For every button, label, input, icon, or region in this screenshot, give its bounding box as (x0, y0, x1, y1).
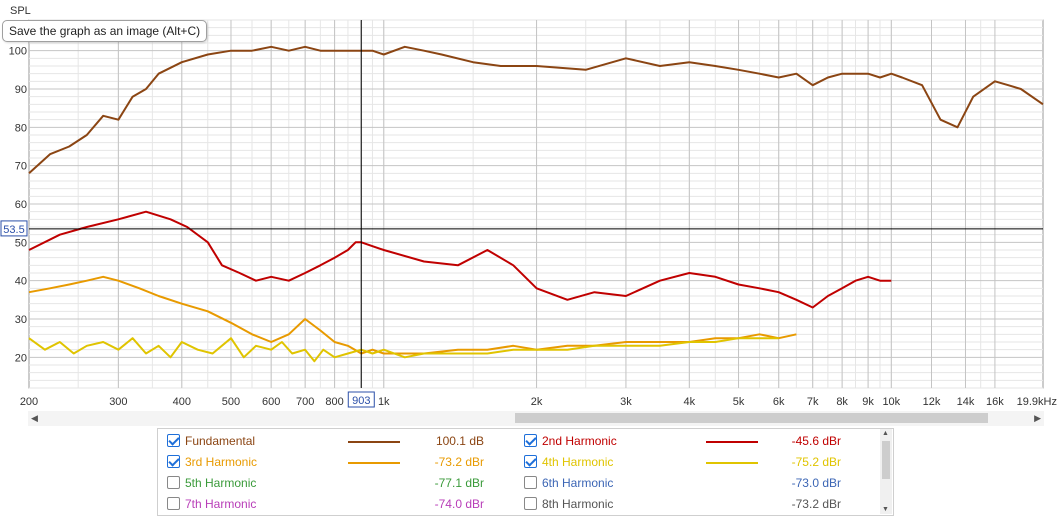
legend-swatch-fundamental (348, 441, 400, 443)
checkbox-8th-harmonic[interactable] (524, 497, 537, 510)
x-tick-label: 6k (773, 396, 785, 408)
scroll-down-arrow-icon[interactable]: ▼ (882, 506, 889, 513)
cursor-y-readout-box (0, 220, 28, 237)
legend-row: Fundamental 100.1 dB 2nd Harmonic -45.6 dBr (158, 431, 878, 452)
legend-swatch-2nd-harmonic (706, 441, 758, 443)
legend-value-8th-harmonic: -73.2 dBr (791, 497, 841, 511)
cursor-x-readout-box (347, 391, 375, 408)
cursor-x-readout: 903 (352, 395, 370, 407)
chart-axes: 20 30 40 50 60 70 80 90 100 200 300 400 500 600 700 800… (9, 5, 1057, 408)
x-tick-label: 8k (836, 396, 848, 408)
save-graph-tooltip: Save the graph as an image (Alt+C) (2, 20, 208, 42)
x-tick-label: 3k (620, 396, 632, 408)
checkbox-7th-harmonic[interactable] (167, 497, 180, 510)
x-tick-label: 9k (862, 396, 874, 408)
checkbox-4th-harmonic[interactable] (524, 455, 537, 468)
chart-grid (28, 19, 1044, 389)
legend-value-5th-harmonic: -77.1 dBr (434, 476, 484, 490)
legend-value-3rd-harmonic: -73.2 dBr (434, 455, 484, 469)
y-axis-title: SPL (10, 5, 31, 17)
x-tick-label: 800 (325, 396, 343, 408)
legend-vertical-scrollbar[interactable]: ▲ ▼ (880, 429, 892, 514)
horizontal-scroll-thumb[interactable] (515, 413, 988, 423)
series-line-fundamental (28, 45, 1044, 175)
x-tick-label: 19.9kHz (1017, 396, 1057, 408)
checkbox-3rd-harmonic[interactable] (167, 455, 180, 468)
spl-chart[interactable]: 20 30 40 50 60 70 80 90 100 200 300 400 500 600 700 800… (0, 0, 1057, 420)
legend-swatch-4th-harmonic (706, 462, 758, 464)
legend-value-2nd-harmonic: -45.6 dBr (791, 434, 841, 448)
legend-label-fundamental: Fundamental (185, 434, 256, 448)
legend-row: 7th Harmonic -74.0 dBr 8th Harmonic -73.2 d… (158, 494, 878, 515)
horizontal-scrollbar[interactable]: ◀ ▶ (28, 411, 1044, 426)
scroll-left-arrow-icon[interactable]: ◀ (31, 413, 38, 423)
legend-row: 3rd Harmonic -73.2 dBr 4th Harmonic -75.2 d… (158, 452, 878, 473)
checkbox-2nd-harmonic[interactable] (524, 434, 537, 447)
y-tick-label: 50 (15, 237, 27, 249)
y-tick-label: 80 (15, 122, 27, 134)
scroll-up-arrow-icon[interactable]: ▲ (882, 430, 889, 437)
legend-label-3rd-harmonic: 3rd Harmonic (185, 455, 258, 469)
legend-scroll-thumb[interactable] (882, 441, 890, 479)
cursor-y-readout: 53.5 (3, 224, 24, 236)
legend-swatch-3rd-harmonic (348, 462, 400, 464)
checkbox-5th-harmonic[interactable] (167, 476, 180, 489)
legend-label-2nd-harmonic: 2nd Harmonic (542, 434, 617, 448)
x-tick-label: 7k (807, 396, 819, 408)
legend-label-5th-harmonic: 5th Harmonic (185, 476, 257, 490)
x-tick-label: 600 (262, 396, 280, 408)
x-tick-label: 300 (109, 396, 127, 408)
legend-value-fundamental: 100.1 dB (435, 434, 484, 448)
x-tick-label: 14k (957, 396, 975, 408)
x-tick-label: 1k (378, 396, 390, 408)
legend-value-7th-harmonic: -74.0 dBr (434, 497, 484, 511)
legend-panel: Fundamental 100.1 dB 2nd Harmonic -45.6 dBr… (157, 428, 894, 516)
chart-series (28, 45, 1044, 363)
x-tick-label: 2k (531, 396, 543, 408)
legend-value-6th-harmonic: -73.0 dBr (791, 476, 841, 490)
y-tick-label: 90 (15, 84, 27, 96)
x-tick-label: 500 (222, 396, 240, 408)
scroll-right-arrow-icon[interactable]: ▶ (1034, 413, 1041, 423)
series-line-4th-harmonic (28, 337, 779, 363)
x-tick-label: 400 (173, 396, 191, 408)
x-tick-label: 12k (923, 396, 941, 408)
x-tick-label: 10k (882, 396, 900, 408)
checkbox-6th-harmonic[interactable] (524, 476, 537, 489)
x-tick-label: 200 (20, 396, 38, 408)
legend-label-8th-harmonic: 8th Harmonic (542, 497, 614, 511)
y-tick-label: 100 (9, 46, 27, 58)
y-tick-label: 30 (15, 314, 27, 326)
legend-value-4th-harmonic: -75.2 dBr (791, 455, 841, 469)
y-tick-label: 70 (15, 161, 27, 173)
chart-cursor[interactable]: 53.5 903 (0, 20, 1043, 408)
legend-row: 5th Harmonic -77.1 dBr 6th Harmonic -73.0 d… (158, 473, 878, 494)
legend-label-7th-harmonic: 7th Harmonic (185, 497, 257, 511)
legend-label-6th-harmonic: 6th Harmonic (542, 476, 614, 490)
y-tick-label: 60 (15, 199, 27, 211)
checkbox-fundamental[interactable] (167, 434, 180, 447)
legend-label-4th-harmonic: 4th Harmonic (542, 455, 614, 469)
x-tick-label: 5k (733, 396, 745, 408)
y-tick-label: 20 (15, 352, 27, 364)
y-tick-label: 40 (15, 276, 27, 288)
x-tick-label: 16k (986, 396, 1004, 408)
series-line-2nd-harmonic (28, 210, 892, 309)
x-tick-label: 4k (684, 396, 696, 408)
x-tick-label: 700 (296, 396, 314, 408)
